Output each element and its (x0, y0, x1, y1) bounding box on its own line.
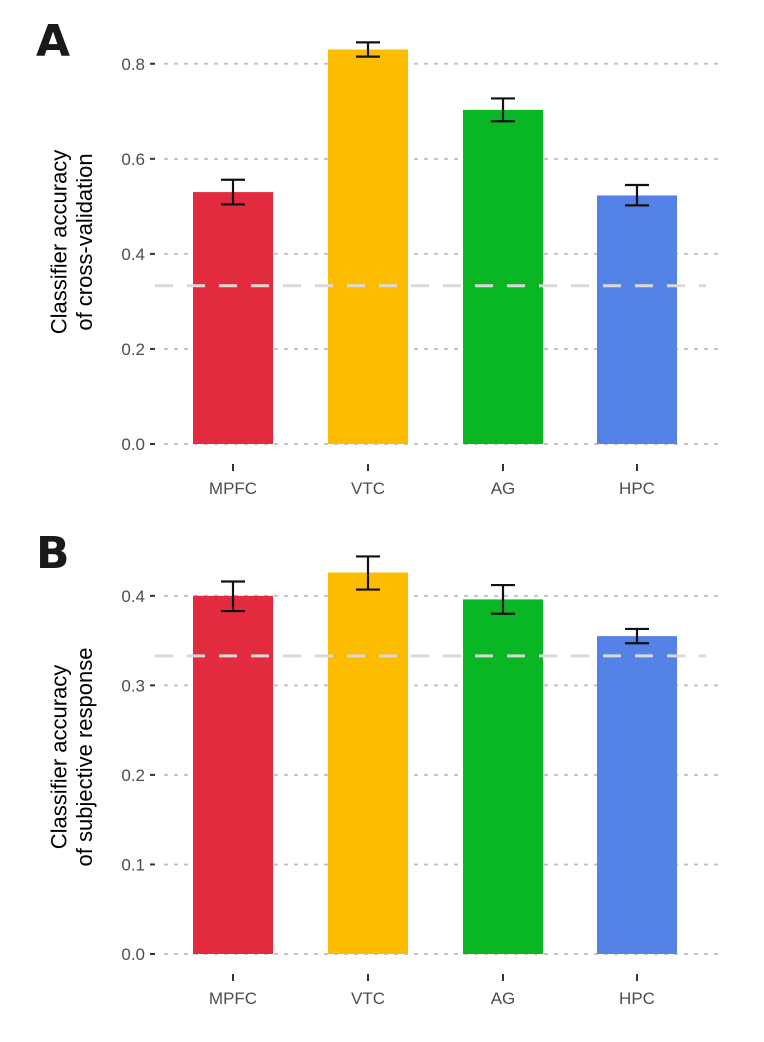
panel-a: 0.0 0.2 0.4 0.6 0.8 MPFC VTC AG HPC A Classifier a… (36, 16, 719, 498)
bar-mpfc (193, 595, 273, 954)
y-tick-label: 0.2 (121, 766, 145, 785)
y-tick-label: 0.0 (121, 435, 145, 454)
y-tick-label: 0.8 (121, 55, 145, 74)
y-axis-label-line: Classifier accuracy (47, 150, 72, 335)
bar-vtc (328, 49, 408, 444)
y-tick-label: 0.4 (121, 587, 145, 606)
bar-hpc (597, 195, 677, 444)
y-axis-label-line: of subjective response (72, 648, 97, 867)
y-axis-label-line: Classifier accuracy (47, 665, 72, 850)
bar-hpc (597, 636, 677, 954)
x-tick-label: MPFC (209, 479, 257, 498)
y-tick-label: 0.1 (121, 855, 145, 874)
y-tick-label: 0.4 (121, 245, 145, 264)
y-axis-label: Classifier accuracyof subjective respons… (47, 648, 97, 867)
panel-label: A (36, 16, 70, 67)
error-bar-hpc (625, 183, 649, 207)
error-bar-hpc (625, 627, 649, 645)
y-axis-label-line: of cross-validation (72, 153, 97, 330)
error-bar-mpfc (221, 580, 245, 613)
x-tick-label: AG (491, 989, 516, 1008)
bar-ag (463, 599, 543, 954)
error-bar-vtc (356, 555, 380, 591)
bar-vtc (328, 572, 408, 954)
y-tick-label: 0.2 (121, 340, 145, 359)
y-tick-label: 0.3 (121, 676, 145, 695)
x-tick-label: AG (491, 479, 516, 498)
error-bar-vtc (356, 41, 380, 58)
x-tick-label: HPC (619, 989, 655, 1008)
x-tick-label: VTC (351, 479, 385, 498)
bar-mpfc (193, 192, 273, 444)
y-axis-label: Classifier accuracyof cross-validation (47, 150, 97, 335)
x-tick-label: VTC (351, 989, 385, 1008)
error-bar-ag (491, 583, 515, 615)
x-tick-label: MPFC (209, 989, 257, 1008)
panel-label: B (36, 528, 70, 579)
bar-ag (463, 109, 543, 445)
error-bar-mpfc (221, 178, 245, 206)
x-tick-label: HPC (619, 479, 655, 498)
error-bar-ag (491, 97, 515, 123)
y-tick-label: 0.0 (121, 945, 145, 964)
y-tick-label: 0.6 (121, 150, 145, 169)
panel-b: 0.0 0.1 0.2 0.3 0.4 MPFC VTC AG HPC B Classifier a… (36, 528, 719, 1008)
